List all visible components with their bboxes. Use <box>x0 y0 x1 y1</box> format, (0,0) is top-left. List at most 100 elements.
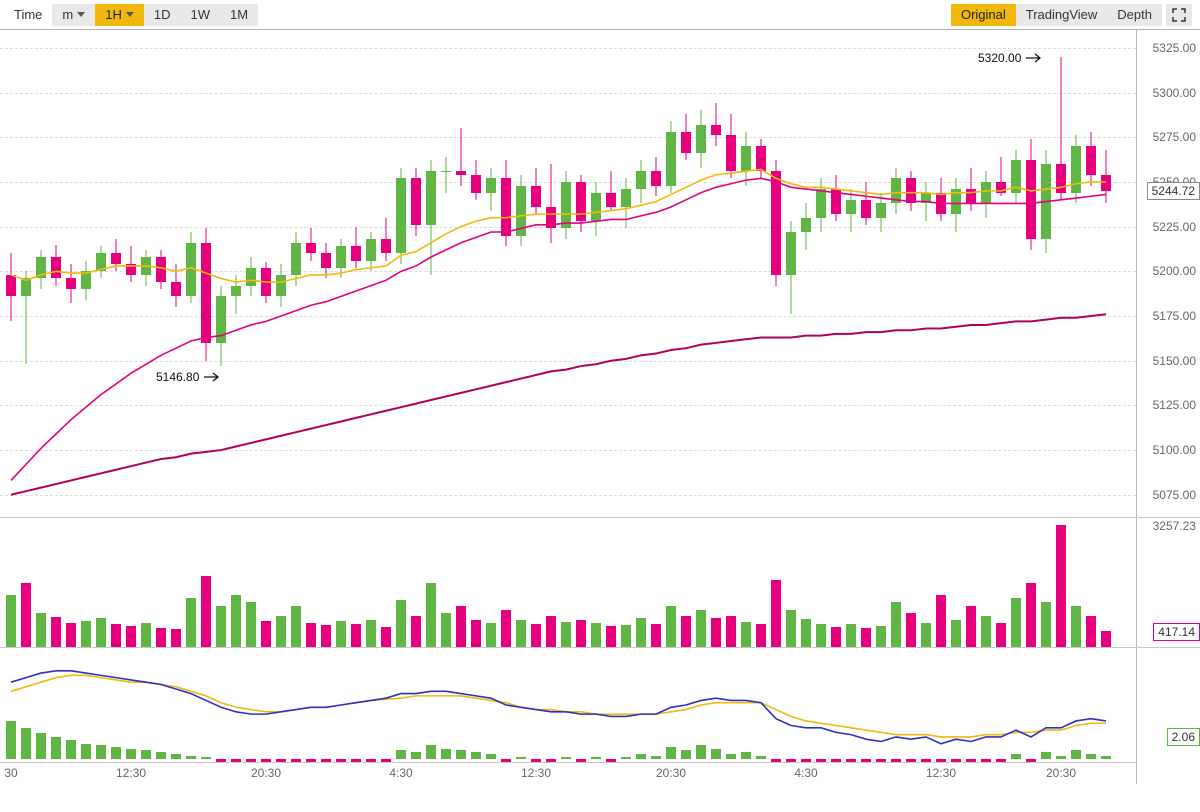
mode-group: OriginalTradingViewDepth <box>951 4 1162 26</box>
volume-bar <box>111 624 121 647</box>
volume-bar <box>66 623 76 647</box>
volume-bar <box>1026 583 1036 647</box>
volume-bar <box>1056 525 1066 647</box>
volume-bar <box>726 616 736 647</box>
volume-plot <box>0 518 1136 647</box>
volume-bar <box>201 576 211 647</box>
price-ytick: 5150.00 <box>1153 354 1196 368</box>
time-xtick: 12:30 <box>926 766 956 780</box>
volume-bar <box>36 613 46 647</box>
volume-bar <box>411 616 421 647</box>
interval-1H[interactable]: 1H <box>95 4 144 26</box>
high-annot-text: 5320.00 <box>978 51 1021 65</box>
volume-bar <box>576 620 586 647</box>
volume-bar <box>186 598 196 647</box>
volume-bar <box>831 627 841 647</box>
chart-toolbar: Time m1H1D1W1M OriginalTradingViewDepth <box>0 0 1200 30</box>
chevron-down-icon <box>126 12 134 17</box>
volume-bar <box>606 626 616 647</box>
time-xtick: 20:30 <box>1046 766 1076 780</box>
volume-bar <box>396 600 406 647</box>
volume-bar <box>336 621 346 647</box>
time-xtick: 30 <box>4 766 17 780</box>
volume-panel[interactable]: 3257.23 417.14 <box>0 518 1200 648</box>
volume-bar <box>276 616 286 647</box>
volume-bar <box>531 624 541 647</box>
last-price-tag: 5244.72 <box>1147 182 1200 200</box>
interval-m[interactable]: m <box>52 4 95 26</box>
volume-bar <box>546 616 556 647</box>
volume-bar <box>1101 631 1111 647</box>
volume-bar <box>981 616 991 647</box>
volume-bar <box>141 623 151 647</box>
volume-bar <box>801 619 811 647</box>
volume-last-tag: 417.14 <box>1153 623 1200 641</box>
volume-bar <box>891 602 901 647</box>
volume-bar <box>666 606 676 647</box>
volume-bar <box>621 625 631 647</box>
volume-bar <box>786 610 796 647</box>
price-ytick: 5200.00 <box>1153 264 1196 278</box>
price-ytick: 5325.00 <box>1153 41 1196 55</box>
volume-bar <box>756 624 766 647</box>
volume-bar <box>681 616 691 647</box>
volume-bar <box>1086 616 1096 647</box>
volume-bar <box>876 626 886 647</box>
price-panel[interactable]: 5146.805320.00 5075.005100.005125.005150… <box>0 30 1200 518</box>
fullscreen-icon <box>1172 8 1186 22</box>
oscillator-yaxis: 2.06 <box>1136 648 1200 784</box>
volume-bar <box>636 618 646 647</box>
time-xtick: 12:30 <box>116 766 146 780</box>
volume-bar <box>516 620 526 647</box>
interval-1D[interactable]: 1D <box>144 4 181 26</box>
price-ytick: 5175.00 <box>1153 309 1196 323</box>
price-ytick: 5275.00 <box>1153 130 1196 144</box>
oscillator-panel[interactable]: 2.06 3012:3020:304:3012:3020:304:3012:30… <box>0 648 1200 784</box>
mode-original[interactable]: Original <box>951 4 1016 26</box>
time-label: Time <box>8 7 48 22</box>
volume-bar <box>1011 598 1021 647</box>
volume-bar <box>561 622 571 647</box>
volume-bar <box>651 624 661 647</box>
volume-bar <box>51 617 61 647</box>
volume-bar <box>456 606 466 647</box>
volume-bar <box>906 613 916 647</box>
price-ytick: 5125.00 <box>1153 398 1196 412</box>
price-plot: 5146.80 5320.00 <box>0 30 1136 517</box>
chevron-down-icon <box>77 12 85 17</box>
ma-overlay <box>0 30 1136 518</box>
volume-bar <box>741 622 751 647</box>
volume-bar <box>861 628 871 647</box>
fullscreen-button[interactable] <box>1166 4 1192 26</box>
volume-yaxis: 3257.23 417.14 <box>1136 518 1200 647</box>
time-xtick: 20:30 <box>656 766 686 780</box>
low-annot-text: 5146.80 <box>156 370 199 384</box>
mode-depth[interactable]: Depth <box>1107 4 1162 26</box>
time-xtick: 20:30 <box>251 766 281 780</box>
volume-bar <box>381 627 391 647</box>
oscillator-lines <box>0 648 1136 762</box>
volume-bar <box>771 580 781 647</box>
volume-max-label: 3257.23 <box>1153 519 1196 533</box>
volume-bar <box>366 620 376 647</box>
volume-bar <box>351 624 361 647</box>
interval-1W[interactable]: 1W <box>181 4 221 26</box>
price-yaxis: 5075.005100.005125.005150.005175.005200.… <box>1136 30 1200 517</box>
mode-tradingview[interactable]: TradingView <box>1016 4 1108 26</box>
volume-bar <box>816 624 826 647</box>
volume-bar <box>21 583 31 647</box>
oscillator-last-tag: 2.06 <box>1167 728 1200 746</box>
interval-1M[interactable]: 1M <box>220 4 258 26</box>
volume-bar <box>216 606 226 647</box>
volume-bar <box>951 620 961 647</box>
volume-bar <box>81 621 91 647</box>
volume-bar <box>231 595 241 647</box>
volume-bar <box>996 623 1006 647</box>
time-xtick: 4:30 <box>389 766 412 780</box>
volume-bar <box>846 624 856 647</box>
volume-bar <box>486 623 496 647</box>
volume-bar <box>156 628 166 647</box>
time-xtick: 12:30 <box>521 766 551 780</box>
high-annotation: 5320.00 <box>978 51 1043 65</box>
volume-bar <box>426 583 436 647</box>
